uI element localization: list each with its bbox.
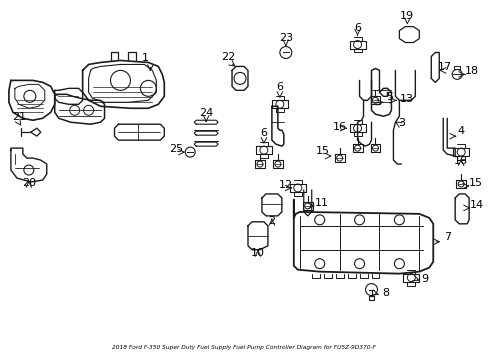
Text: 14: 14 bbox=[469, 200, 483, 210]
Text: 6: 6 bbox=[276, 82, 283, 93]
Text: 15: 15 bbox=[315, 146, 329, 156]
Text: 12: 12 bbox=[278, 180, 292, 190]
Text: 25: 25 bbox=[169, 144, 183, 154]
Text: 16: 16 bbox=[453, 156, 467, 166]
Text: 11: 11 bbox=[314, 198, 328, 208]
Text: 22: 22 bbox=[221, 53, 235, 63]
Text: 15: 15 bbox=[468, 178, 482, 188]
Text: 10: 10 bbox=[250, 248, 264, 258]
Text: 21: 21 bbox=[12, 112, 26, 122]
Text: 9: 9 bbox=[421, 274, 428, 284]
Text: 13: 13 bbox=[399, 94, 412, 104]
Text: 5: 5 bbox=[385, 92, 392, 102]
Text: 6: 6 bbox=[353, 23, 360, 32]
Text: 20: 20 bbox=[22, 178, 36, 188]
Text: 16: 16 bbox=[332, 122, 346, 132]
Text: 2: 2 bbox=[268, 216, 275, 226]
Text: 18: 18 bbox=[464, 66, 478, 76]
Text: 6: 6 bbox=[260, 128, 267, 138]
Text: 8: 8 bbox=[381, 288, 388, 298]
Text: 23: 23 bbox=[278, 32, 292, 42]
Text: 17: 17 bbox=[437, 62, 451, 72]
Text: 2018 Ford F-350 Super Duty Fuel Supply Fuel Pump Controller Diagram for FU5Z-9D3: 2018 Ford F-350 Super Duty Fuel Supply F… bbox=[112, 345, 375, 350]
Text: 1: 1 bbox=[142, 54, 148, 63]
Text: 24: 24 bbox=[199, 108, 213, 118]
Text: 4: 4 bbox=[457, 126, 464, 136]
Text: 3: 3 bbox=[397, 118, 404, 128]
Text: 19: 19 bbox=[400, 11, 414, 21]
Text: 7: 7 bbox=[443, 232, 450, 242]
